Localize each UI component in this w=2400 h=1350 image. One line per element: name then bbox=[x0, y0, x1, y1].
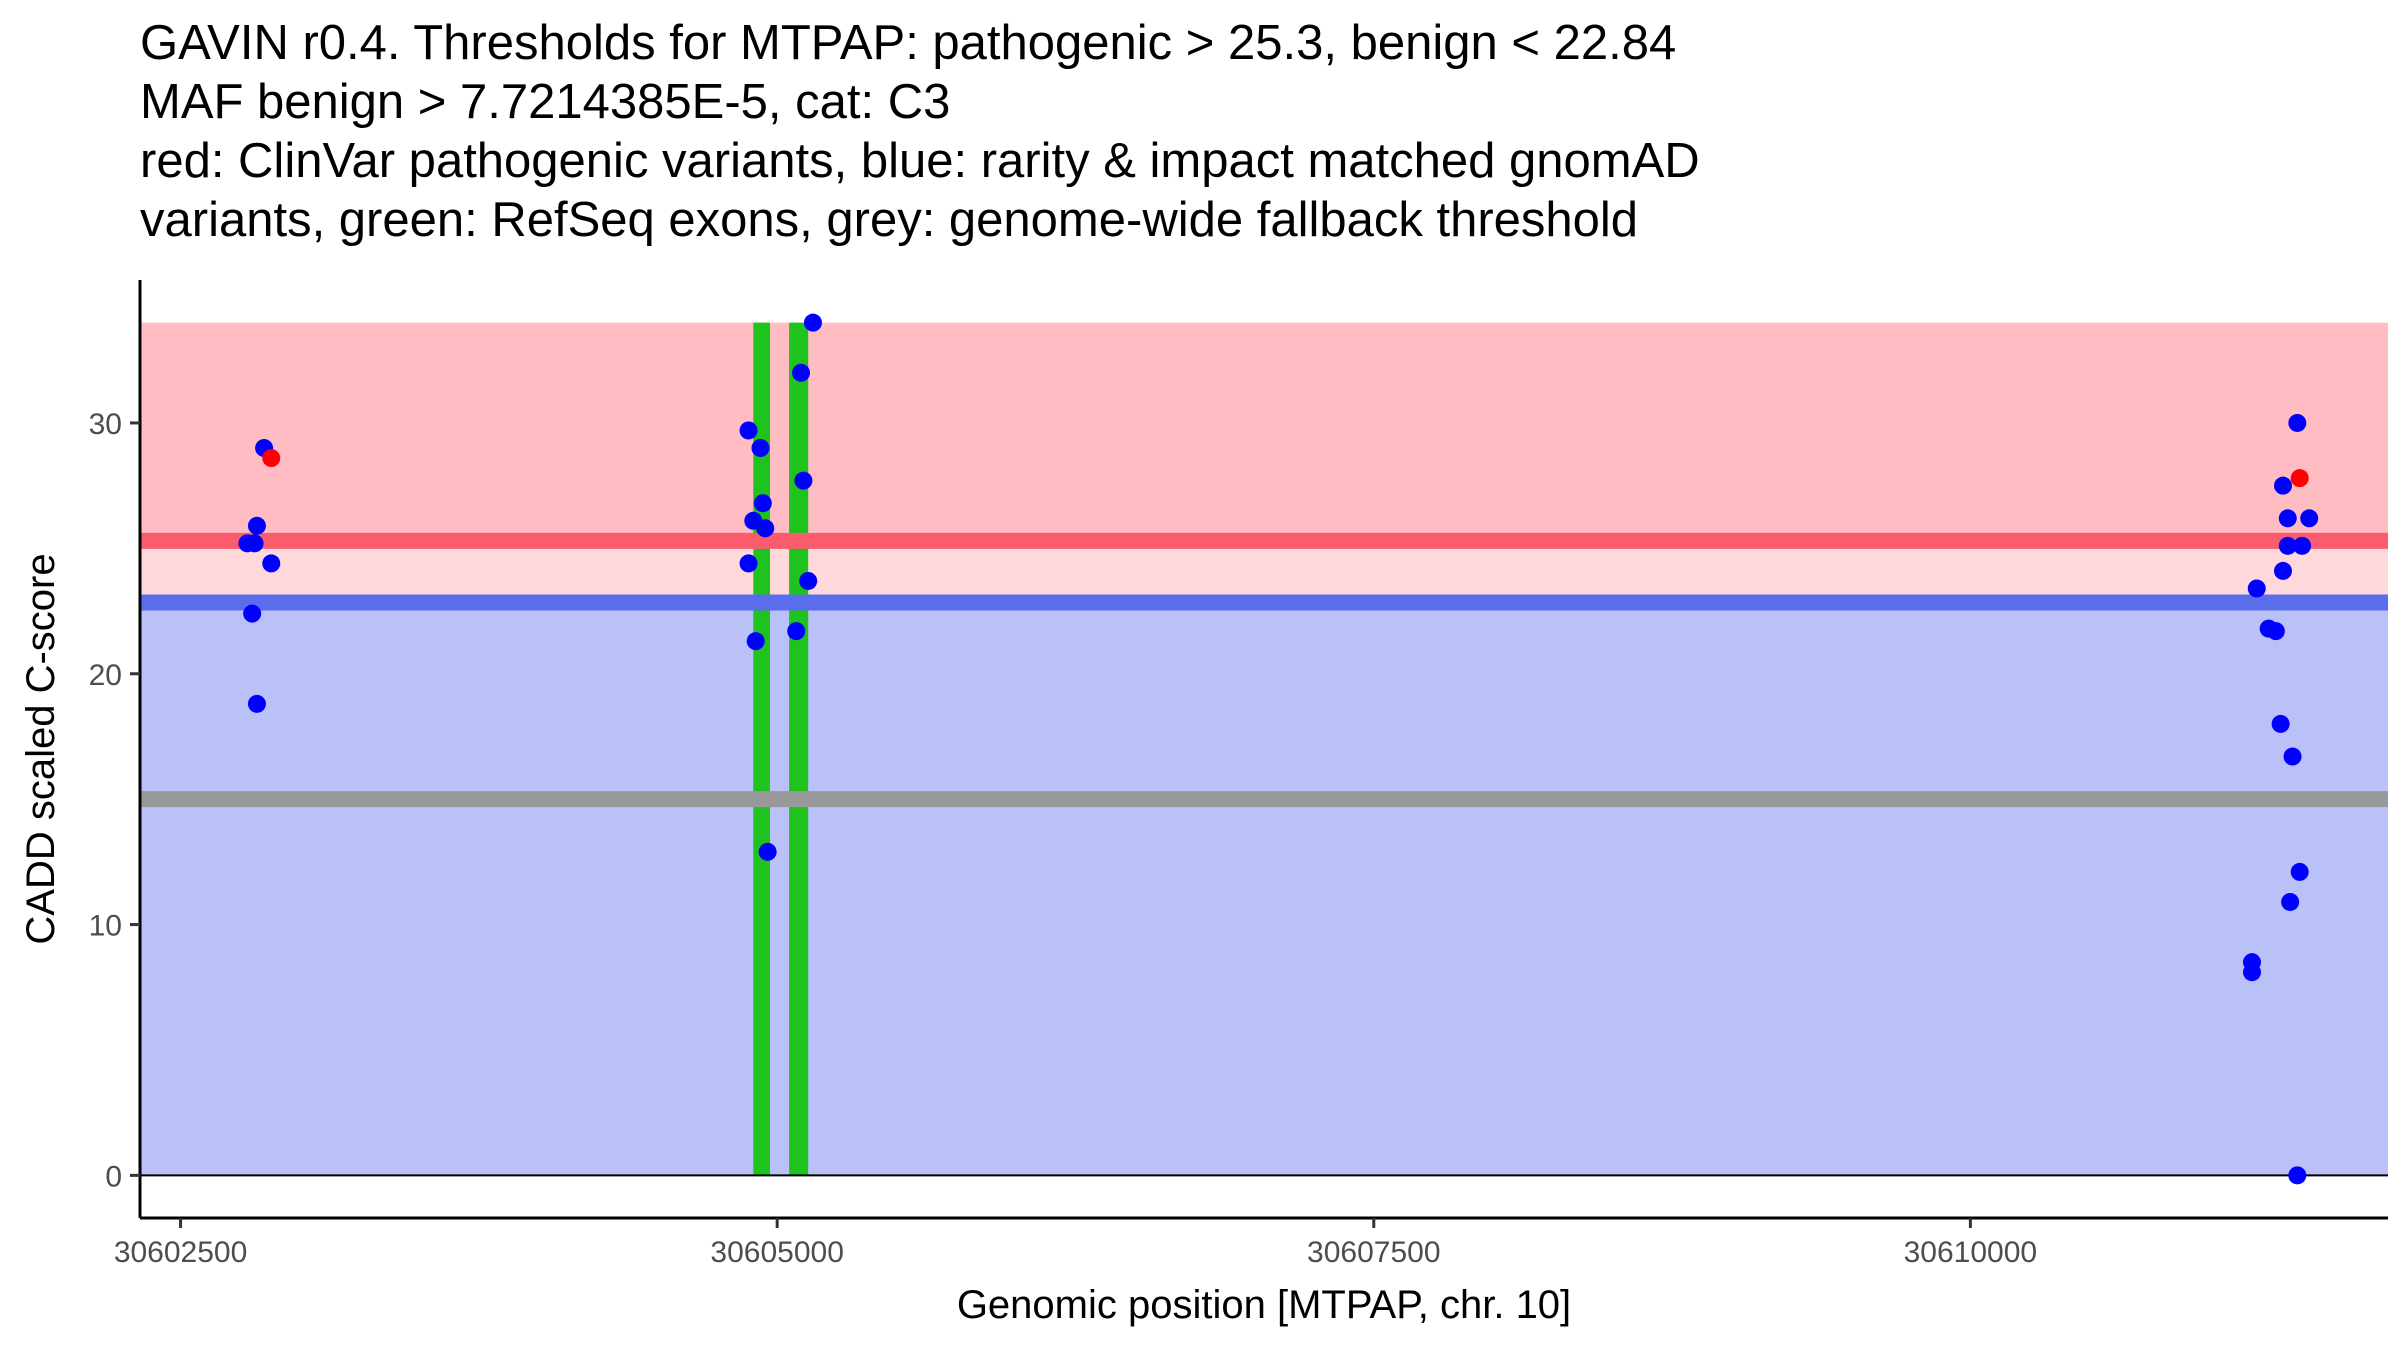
uncertain-region bbox=[140, 540, 2388, 603]
x-axis-ticks: 30602500 30605000 30607500 30610000 bbox=[114, 1218, 2037, 1269]
threshold-bands bbox=[140, 322, 2388, 1176]
gnomad-point-26 bbox=[2293, 536, 2312, 555]
gnomad-point-28 bbox=[2247, 579, 2266, 598]
gnomad-point-16 bbox=[787, 622, 806, 641]
gnomad-point-32 bbox=[2283, 747, 2302, 766]
title-line-3: red: ClinVar pathogenic variants, blue: … bbox=[140, 134, 1700, 188]
gnomad-point-3 bbox=[247, 516, 266, 535]
gnomad-point-20 bbox=[803, 313, 822, 332]
axes: 30602500 30605000 30607500 30610000 0 10 20 30… bbox=[19, 280, 2388, 1327]
gnomad-point-25 bbox=[2278, 536, 2297, 555]
gnomad-point-31 bbox=[2271, 714, 2290, 733]
gnomad-point-9 bbox=[739, 554, 758, 573]
gnomad-point-37 bbox=[2288, 1166, 2307, 1185]
gnomad-point-17 bbox=[792, 363, 811, 382]
threshold-lines bbox=[140, 532, 2388, 1177]
y-tick-label: 30 bbox=[89, 408, 122, 441]
gnomad-point-21 bbox=[2288, 413, 2307, 432]
y-axis-ticks: 0 10 20 30 bbox=[89, 408, 140, 1193]
clinvar-point-1 bbox=[262, 449, 281, 468]
y-tick-label: 10 bbox=[89, 910, 122, 943]
clinvar-point-2 bbox=[2290, 469, 2309, 488]
title-line-1: GAVIN r0.4. Thresholds for MTPAP: pathog… bbox=[140, 16, 1677, 70]
gnomad-point-15 bbox=[758, 842, 777, 861]
gnomad-point-33 bbox=[2290, 862, 2309, 881]
chart-title: GAVIN r0.4. Thresholds for MTPAP: pathog… bbox=[140, 14, 2340, 250]
y-axis-title: CADD scaled C-score bbox=[19, 553, 63, 944]
gnomad-point-24 bbox=[2300, 509, 2319, 528]
gnomad-point-12 bbox=[751, 439, 770, 458]
gnomad-point-36 bbox=[2242, 963, 2261, 982]
x-tick-label: 30607500 bbox=[1307, 1236, 1440, 1269]
gnomad-point-2 bbox=[245, 534, 264, 553]
gnomad-point-6 bbox=[243, 604, 262, 623]
title-line-4: variants, green: RefSeq exons, grey: gen… bbox=[140, 193, 1639, 247]
gnomad-point-34 bbox=[2281, 892, 2300, 911]
gnomad-point-13 bbox=[753, 494, 772, 513]
gnomad-point-8 bbox=[739, 421, 758, 440]
title-line-2: MAF benign > 7.7214385E-5, cat: C3 bbox=[140, 75, 951, 129]
gnomad-point-11 bbox=[746, 632, 765, 651]
gnomad-point-22 bbox=[2273, 476, 2292, 495]
gnomad-point-19 bbox=[799, 571, 818, 590]
variant-points bbox=[238, 313, 2319, 1185]
x-tick-label: 30610000 bbox=[1904, 1236, 2037, 1269]
y-tick-label: 0 bbox=[105, 1160, 122, 1193]
x-tick-label: 30605000 bbox=[710, 1236, 843, 1269]
exon-bar-2 bbox=[789, 322, 809, 1176]
y-tick-label: 20 bbox=[89, 659, 122, 692]
x-tick-label: 30602500 bbox=[114, 1236, 247, 1269]
gnomad-point-7 bbox=[247, 694, 266, 713]
gnomad-point-30 bbox=[2266, 622, 2285, 641]
gnomad-point-5 bbox=[262, 554, 281, 573]
pathogenic-region bbox=[140, 322, 2388, 541]
gnomad-point-23 bbox=[2278, 509, 2297, 528]
gnomad-point-14 bbox=[756, 519, 775, 538]
x-axis-title: Genomic position [MTPAP, chr. 10] bbox=[957, 1283, 1571, 1327]
gnomad-point-18 bbox=[794, 471, 813, 490]
gnomad-point-27 bbox=[2273, 561, 2292, 580]
benign-region bbox=[140, 602, 2388, 1176]
